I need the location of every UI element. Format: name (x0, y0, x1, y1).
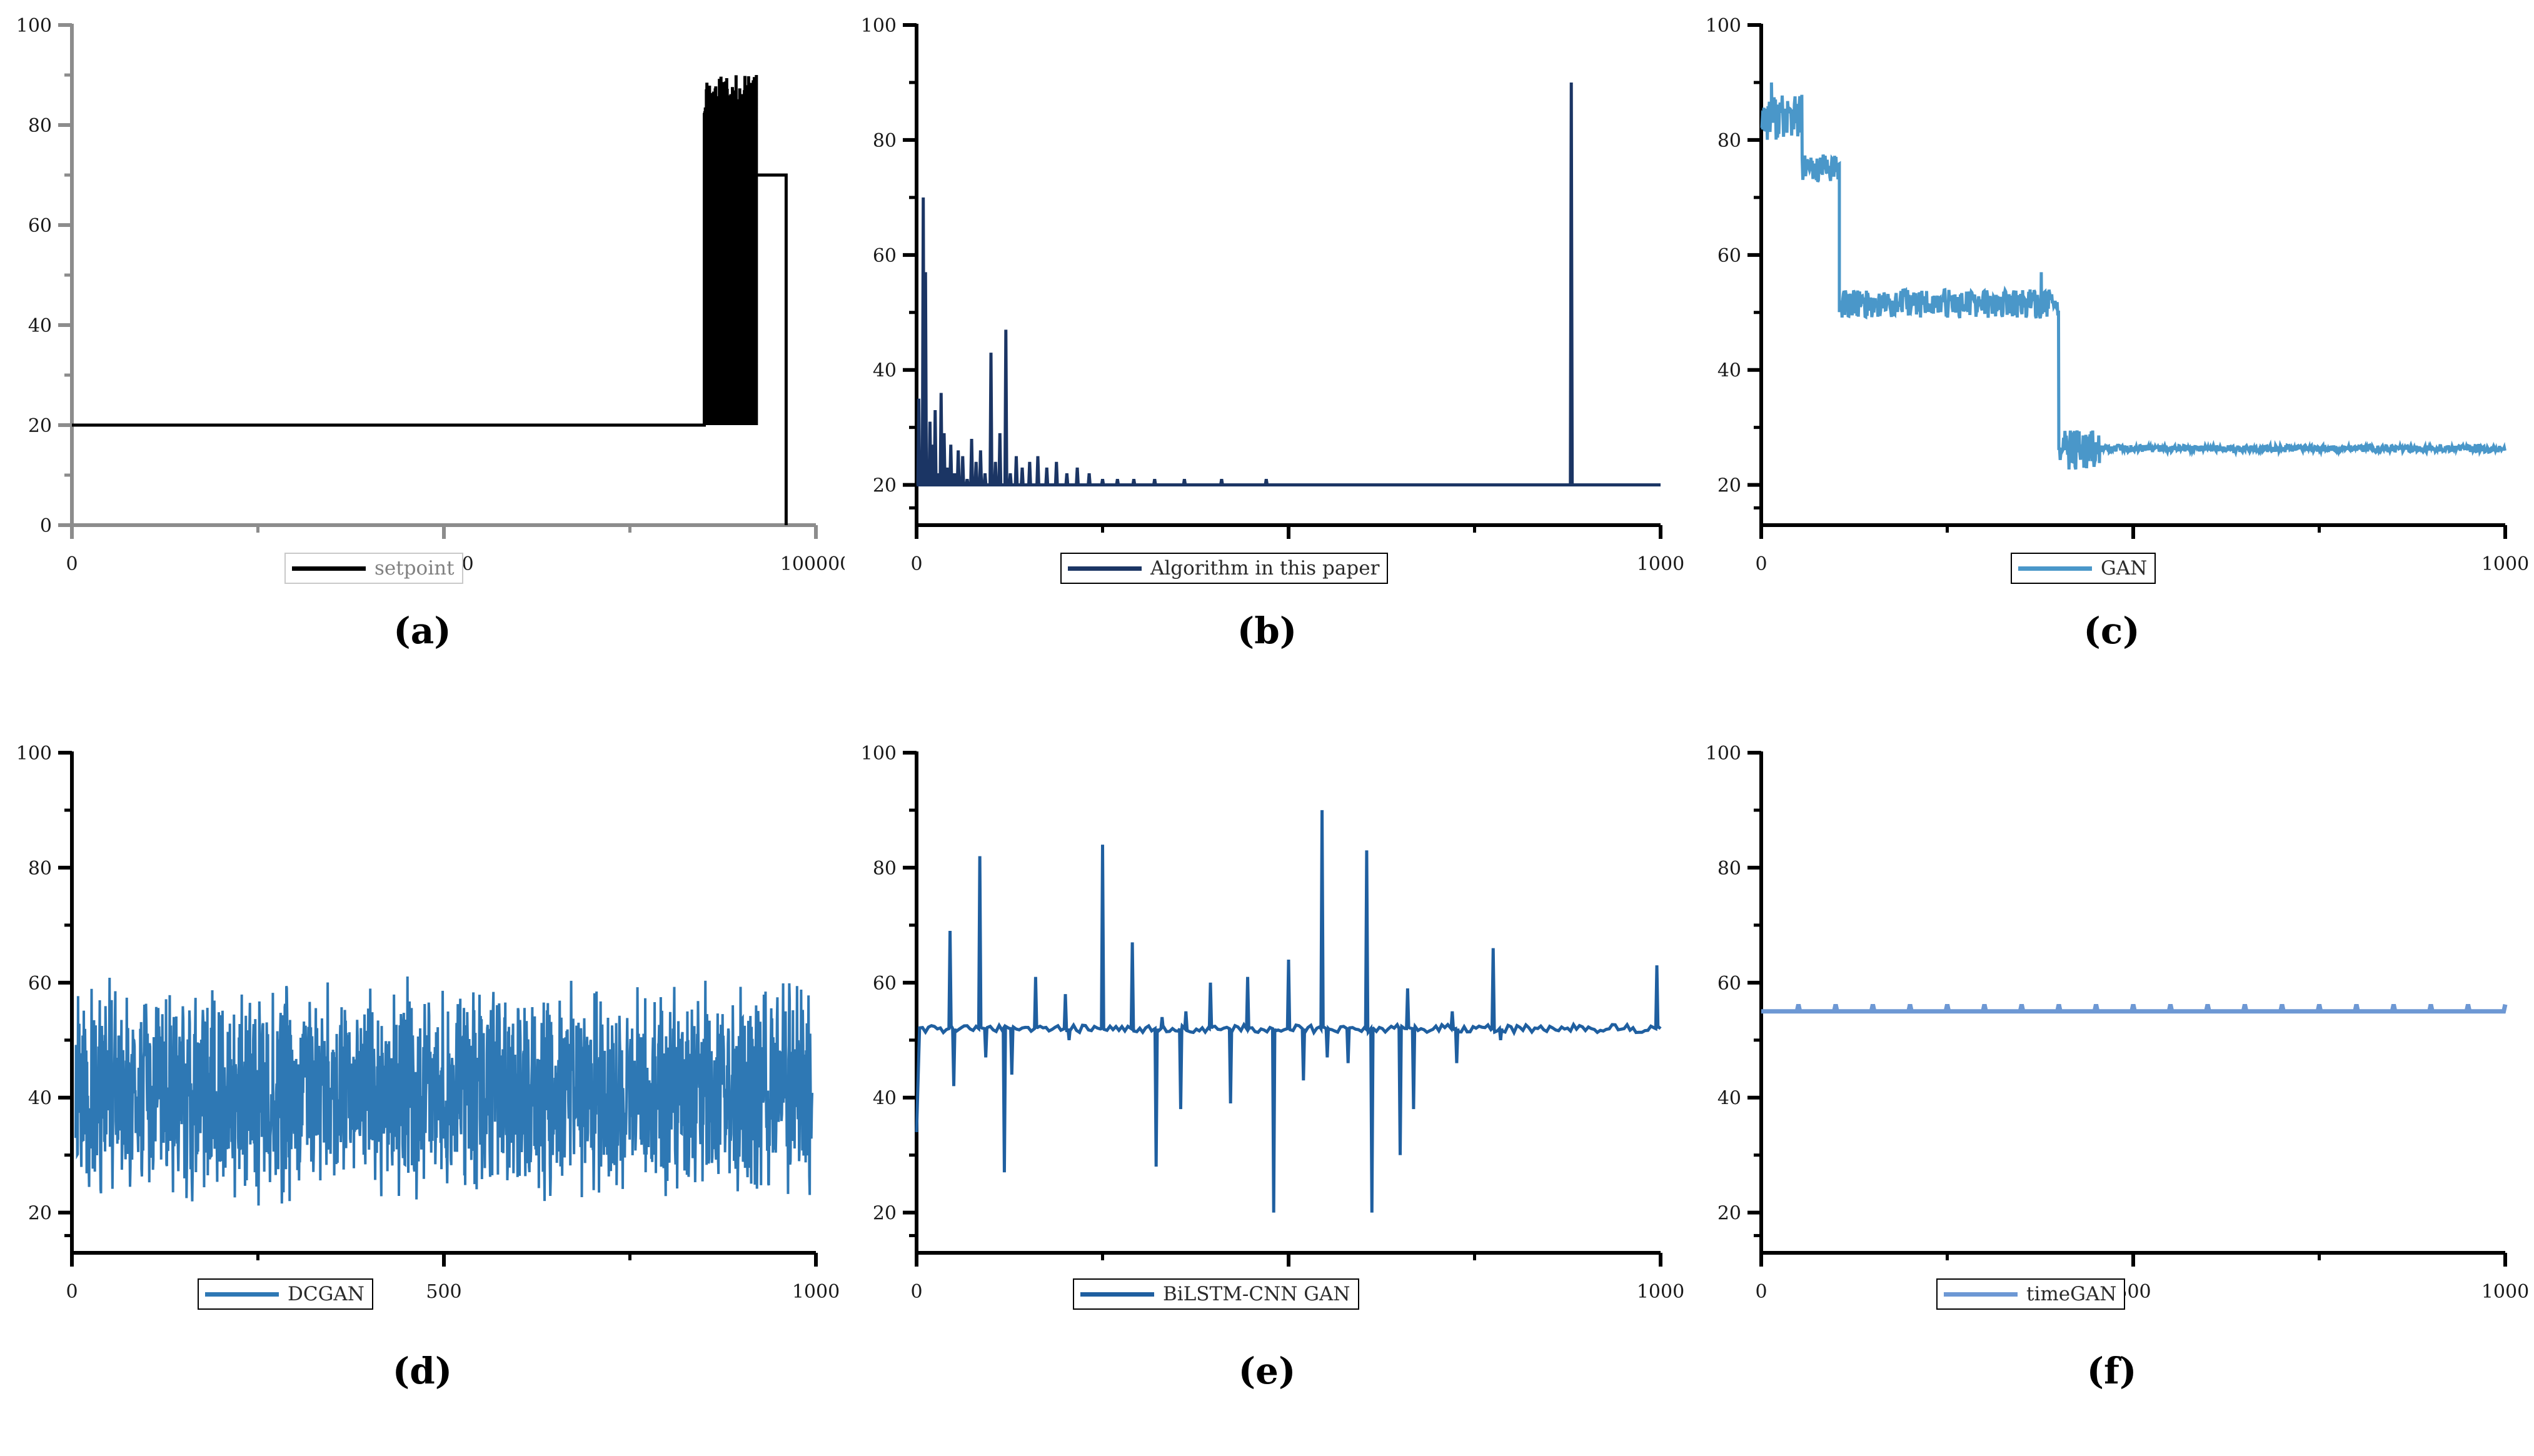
panel-a-plot: 020406080100050000100000 (0, 0, 845, 728)
panel-d-plot: 20 40 60 80 100 0 500 1000 (0, 728, 845, 1456)
svg-text:0: 0 (66, 1281, 78, 1303)
legend-label: setpoint (375, 556, 455, 580)
panel-a: 020406080100050000100000 setpoint (a) (0, 0, 845, 728)
svg-text:500: 500 (426, 1281, 461, 1303)
svg-text:80: 80 (873, 130, 897, 152)
panel-letter-b: (b) (1237, 610, 1297, 652)
svg-text:80: 80 (1717, 130, 1741, 152)
svg-text:100: 100 (861, 15, 897, 37)
legend-label: GAN (2101, 556, 2148, 580)
svg-text:80: 80 (28, 858, 52, 880)
panel-b-legend: Algorithm in this paper (1060, 553, 1389, 584)
panel-a-svg: 020406080100050000100000 (16, 15, 845, 575)
svg-text:40: 40 (1717, 1088, 1741, 1110)
panel-f-legend: timeGAN (1936, 1278, 2126, 1310)
svg-text:40: 40 (28, 315, 52, 337)
panel-f-plot: 20 40 60 80 100 0 500 1000 (1689, 728, 2534, 1456)
legend-color-swatch (1068, 566, 1142, 571)
legend-color-swatch (2018, 566, 2092, 571)
svg-text:100: 100 (861, 743, 897, 765)
svg-text:60: 60 (873, 245, 897, 267)
svg-text:0: 0 (40, 515, 52, 537)
svg-text:0: 0 (910, 553, 922, 575)
svg-text:20: 20 (1717, 475, 1741, 497)
svg-text:100000: 100000 (780, 553, 845, 575)
panel-letter-d: (d) (392, 1350, 453, 1392)
svg-text:80: 80 (1717, 858, 1741, 880)
legend-label: BiLSTM-CNN GAN (1163, 1282, 1350, 1305)
svg-text:1000: 1000 (2481, 1281, 2529, 1303)
panel-e-legend: BiLSTM-CNN GAN (1073, 1278, 1359, 1310)
panel-letter-c: (c) (2083, 610, 2140, 652)
svg-text:100: 100 (16, 743, 52, 765)
svg-text:20: 20 (873, 1203, 897, 1225)
panel-c-legend: GAN (2011, 553, 2156, 584)
svg-text:40: 40 (873, 360, 897, 382)
svg-text:60: 60 (1717, 973, 1741, 995)
svg-text:0: 0 (1755, 553, 1767, 575)
svg-text:40: 40 (1717, 360, 1741, 382)
svg-text:0: 0 (1755, 1281, 1767, 1303)
svg-text:60: 60 (873, 973, 897, 995)
svg-text:100: 100 (1706, 15, 1741, 37)
panel-letter-a: (a) (393, 610, 451, 652)
svg-text:0: 0 (910, 1281, 922, 1303)
panel-a-legend: setpoint (284, 553, 463, 584)
svg-text:80: 80 (873, 858, 897, 880)
svg-text:100: 100 (16, 15, 52, 37)
svg-text:20: 20 (28, 1203, 52, 1225)
panel-d-legend: DCGAN (198, 1278, 373, 1310)
svg-text:60: 60 (28, 215, 52, 237)
panel-letter-e: (e) (1238, 1350, 1296, 1392)
svg-text:40: 40 (873, 1088, 897, 1110)
svg-text:60: 60 (1717, 245, 1741, 267)
legend-color-swatch (1944, 1292, 2018, 1297)
svg-text:0: 0 (66, 553, 78, 575)
svg-text:20: 20 (28, 415, 52, 437)
svg-text:1000: 1000 (1637, 553, 1684, 575)
svg-text:20: 20 (1717, 1203, 1741, 1225)
panel-letter-f: (f) (2086, 1350, 2137, 1392)
legend-color-swatch (1080, 1292, 1154, 1297)
svg-text:1000: 1000 (792, 1281, 840, 1303)
svg-text:60: 60 (28, 973, 52, 995)
legend-label: timeGAN (2026, 1282, 2117, 1305)
legend-color-swatch (292, 566, 366, 571)
svg-text:1000: 1000 (1637, 1281, 1684, 1303)
svg-text:1000: 1000 (2481, 553, 2529, 575)
svg-text:80: 80 (28, 115, 52, 137)
legend-label: Algorithm in this paper (1150, 556, 1380, 580)
panel-d: 20 40 60 80 100 0 500 1000 DCGAN (d) (0, 728, 845, 1456)
legend-color-swatch (205, 1292, 279, 1297)
svg-text:20: 20 (873, 475, 897, 497)
svg-text:100: 100 (1706, 743, 1741, 765)
svg-text:40: 40 (28, 1088, 52, 1110)
panel-f: 20 40 60 80 100 0 500 1000 timeGAN (f) (1689, 728, 2534, 1456)
legend-label: DCGAN (288, 1282, 365, 1305)
